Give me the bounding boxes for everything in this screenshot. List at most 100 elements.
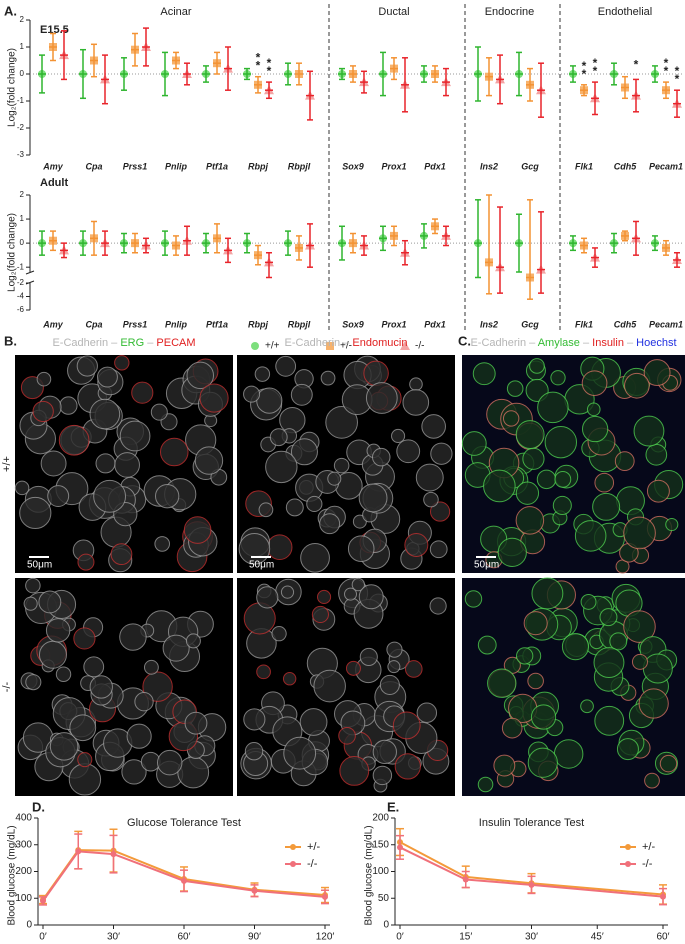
cell-cluster <box>430 442 453 465</box>
x-tick-label: Cpa <box>85 161 102 171</box>
stain-name: E-Cadherin <box>470 337 526 349</box>
cell-cluster <box>114 355 130 371</box>
cell-cluster <box>593 647 625 679</box>
cell-cluster <box>614 451 635 472</box>
cell-cluster <box>493 754 516 777</box>
cell-cluster <box>89 675 113 699</box>
cell-cluster <box>423 491 439 508</box>
cell-cluster <box>258 502 274 518</box>
cell-cluster <box>327 471 342 486</box>
cell-cluster <box>386 641 403 658</box>
cell-cluster <box>391 428 406 444</box>
cell-cluster <box>36 371 52 387</box>
cell-cluster <box>49 732 79 761</box>
x-tick-label: Ins2 <box>480 161 498 171</box>
cell-cluster <box>409 377 423 391</box>
point <box>322 893 328 900</box>
cell-cluster <box>154 536 171 552</box>
cell-cluster <box>580 699 594 714</box>
stain-name: Insulin <box>592 337 624 349</box>
cell-cluster <box>624 372 650 399</box>
significance: * * <box>593 56 598 78</box>
series-line <box>399 841 664 896</box>
cell-cluster <box>47 485 70 508</box>
x-tick-label: Prox1 <box>381 161 406 171</box>
cell-cluster <box>358 483 388 513</box>
x-tick-label: Gcg <box>521 319 539 329</box>
y-tick-label: 1 <box>20 42 25 51</box>
cell-cluster <box>256 586 279 609</box>
cell-cluster <box>244 742 264 761</box>
cell-cluster <box>83 656 105 678</box>
y-axis-label: Log₂(fold change) <box>7 48 18 127</box>
cell-cluster <box>345 660 361 676</box>
point <box>660 893 666 900</box>
panel-label: D. <box>32 799 45 814</box>
cell-cluster <box>394 753 421 780</box>
cell-cluster <box>592 492 621 521</box>
x-tick-label: Cpa <box>85 319 102 329</box>
cell-cluster <box>594 472 615 493</box>
point <box>181 877 187 884</box>
cell-cluster <box>531 577 564 610</box>
cell-cluster <box>429 501 451 522</box>
cell-cluster <box>199 383 229 413</box>
cell-cluster <box>536 469 557 490</box>
y-tick-label: 400 <box>15 813 32 824</box>
cell-cluster <box>40 450 67 477</box>
genotype-label: -/- <box>1 681 13 692</box>
cell-cluster <box>183 516 212 544</box>
legend-marker <box>290 861 296 867</box>
marker <box>251 342 259 350</box>
series-line <box>42 850 326 902</box>
cell-cluster <box>186 361 215 390</box>
cell-cluster <box>25 674 42 691</box>
cell-cluster <box>379 674 400 695</box>
cell-cluster <box>283 736 317 770</box>
chart-title: E15.5 <box>40 24 69 36</box>
significance: * * <box>582 59 587 81</box>
cell-cluster <box>126 723 152 749</box>
cell-cluster <box>645 443 668 466</box>
cell-cluster <box>623 516 656 550</box>
cell-cluster <box>554 470 572 488</box>
group-label: Acinar <box>160 6 192 18</box>
cell-cluster <box>372 765 393 786</box>
cell-cluster <box>506 380 524 397</box>
cell-cluster <box>464 590 483 608</box>
x-tick-label: Prss1 <box>123 161 148 171</box>
stain-name: Endomucin <box>352 337 407 349</box>
x-tick-label: Pnlip <box>165 161 188 171</box>
cell-cluster <box>359 647 378 666</box>
x-tick-label: Rbpjl <box>288 161 311 171</box>
scale-bar-label: 50μm <box>249 560 274 571</box>
stain-name: ERG <box>120 337 144 349</box>
cell-cluster <box>96 366 118 388</box>
cell-cluster <box>306 495 323 513</box>
cell-cluster <box>275 355 297 377</box>
x-tick-label: Gcg <box>521 161 539 171</box>
x-tick-label: 60′ <box>657 932 670 943</box>
micrograph-texture <box>14 355 229 573</box>
x-tick-label: 90′ <box>248 932 261 943</box>
cell-cluster <box>581 370 608 396</box>
group-label: Endocrine <box>485 6 535 18</box>
cell-cluster <box>142 671 173 702</box>
cell-cluster <box>344 587 358 601</box>
panel-label: B. <box>4 333 17 348</box>
cell-cluster <box>623 610 656 643</box>
x-tick-label: Amy <box>42 319 64 329</box>
point <box>251 887 258 894</box>
cell-cluster <box>162 634 190 662</box>
point <box>40 897 46 904</box>
cell-cluster <box>45 618 71 643</box>
cell-cluster <box>119 623 147 651</box>
cell-cluster <box>515 506 545 535</box>
cell-cluster <box>429 540 448 559</box>
cell-cluster <box>461 431 487 456</box>
x-tick-label: 60′ <box>178 932 191 943</box>
cell-cluster <box>300 542 330 573</box>
y-tick-label: 0 <box>26 920 32 931</box>
cell-cluster <box>477 776 494 793</box>
cell-cluster <box>280 585 295 599</box>
